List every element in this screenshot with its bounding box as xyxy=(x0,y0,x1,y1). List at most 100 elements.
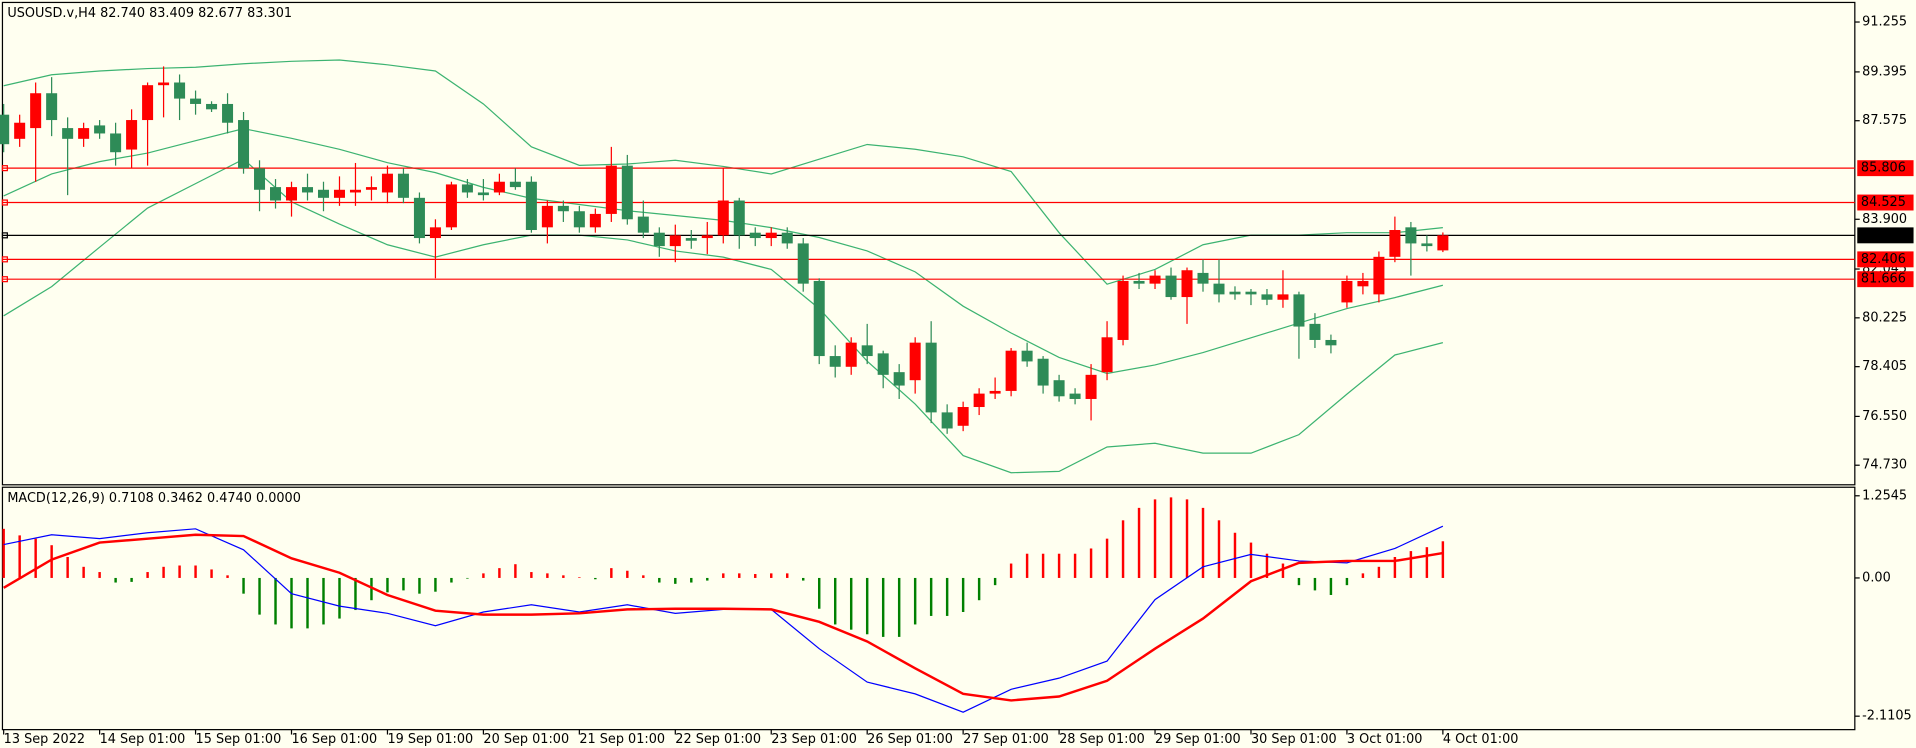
candle-body xyxy=(301,187,314,193)
candle-body xyxy=(1277,294,1289,300)
candle-body xyxy=(413,197,425,239)
candle-body xyxy=(1005,350,1017,391)
candle-body xyxy=(861,345,873,357)
candle-body xyxy=(222,103,234,123)
x-tick-label: 21 Sep 01:00 xyxy=(579,732,665,747)
candle-body xyxy=(621,165,633,220)
candle-body xyxy=(1341,280,1353,303)
candle-body xyxy=(1085,374,1097,399)
candle-body xyxy=(541,205,553,228)
candle-body xyxy=(142,85,154,121)
x-tick-label: 3 Oct 01:00 xyxy=(1347,732,1423,747)
candle-body xyxy=(1165,275,1177,298)
candle-body xyxy=(1389,230,1401,257)
candle-body xyxy=(1229,291,1241,295)
candle-body xyxy=(877,353,889,375)
x-tick-label: 22 Sep 01:00 xyxy=(675,732,761,747)
candle-body xyxy=(957,407,969,426)
candle-body xyxy=(254,168,266,190)
candle-body xyxy=(349,189,361,193)
level-label: 85.806 xyxy=(1861,161,1906,176)
candle-body xyxy=(30,93,42,129)
candle-body xyxy=(749,232,761,239)
candle-body xyxy=(1181,270,1193,298)
candle-body xyxy=(206,103,218,110)
candle-body xyxy=(733,200,745,236)
candle-body xyxy=(1325,339,1337,346)
candle-body xyxy=(1053,380,1065,397)
macd-panel-frame xyxy=(1,486,1856,731)
candle-body xyxy=(493,181,505,193)
price-panel-frame xyxy=(1,1,1856,486)
candle-body xyxy=(429,227,441,239)
candle-body xyxy=(989,390,1001,394)
candle-body xyxy=(126,120,138,150)
candle-body xyxy=(1357,280,1369,287)
y-tick-label: 91.255 xyxy=(1862,15,1907,30)
x-tick-label: 4 Oct 01:00 xyxy=(1443,732,1519,747)
y-tick-label: 80.225 xyxy=(1862,310,1907,325)
candle-body xyxy=(397,173,409,198)
y-tick-label: 87.575 xyxy=(1862,113,1907,128)
level-label-box xyxy=(1857,160,1914,177)
candle-body xyxy=(0,114,10,145)
candle-body xyxy=(1261,294,1273,300)
y-tick-label: 76.550 xyxy=(1862,409,1907,424)
candle-body xyxy=(461,184,473,193)
level-label-box xyxy=(1857,251,1914,268)
candle-body xyxy=(925,342,937,413)
candle-body xyxy=(1069,393,1081,399)
macd-line xyxy=(3,533,1444,702)
candle-body xyxy=(333,189,345,198)
x-tick-label: 13 Sep 2022 xyxy=(4,732,85,747)
x-tick-label: 30 Sep 01:00 xyxy=(1251,732,1337,747)
candle-body xyxy=(1101,337,1113,373)
candle-body xyxy=(286,187,298,201)
candle-body xyxy=(797,243,809,284)
candle-body xyxy=(1245,291,1257,295)
candle-body xyxy=(1213,283,1225,295)
candle-body xyxy=(1437,235,1449,251)
candle-body xyxy=(573,211,585,228)
candle-body xyxy=(62,128,74,139)
candle-body xyxy=(1021,350,1033,362)
candle-body xyxy=(174,82,186,99)
candle-body xyxy=(685,238,697,241)
candle-body xyxy=(158,82,170,86)
level-label-box xyxy=(1857,271,1914,288)
y-tick-label: 89.395 xyxy=(1862,64,1907,79)
candle-body xyxy=(1133,280,1145,284)
candle-body xyxy=(1405,227,1417,244)
candle-body xyxy=(893,372,905,386)
candle-body xyxy=(845,342,857,367)
y-tick-label: 1.2545 xyxy=(1862,488,1907,503)
candle-body xyxy=(717,200,729,236)
candle-body xyxy=(605,165,617,214)
macd-title: MACD(12,26,9) 0.7108 0.3462 0.4740 0.000… xyxy=(7,491,301,506)
candle-body xyxy=(317,189,329,198)
candle-body xyxy=(110,133,122,153)
candle-body xyxy=(1309,323,1321,340)
candle-body xyxy=(1037,358,1049,386)
x-tick-label: 29 Sep 01:00 xyxy=(1155,732,1241,747)
y-tick-label: 74.730 xyxy=(1862,458,1907,473)
level-marker xyxy=(1,232,8,239)
x-tick-label: 19 Sep 01:00 xyxy=(387,732,473,747)
y-tick-label: 83.900 xyxy=(1862,212,1907,227)
candle-body xyxy=(1421,243,1433,247)
candle-body xyxy=(1293,294,1305,327)
x-tick-label: 27 Sep 01:00 xyxy=(963,732,1049,747)
candle-body xyxy=(525,181,537,231)
level-label-box xyxy=(1857,227,1914,244)
candle-body xyxy=(270,187,282,201)
candle-body xyxy=(589,213,601,228)
candle-body xyxy=(94,125,106,134)
candle-body xyxy=(445,184,457,228)
level-label: 82.406 xyxy=(1861,252,1906,267)
x-tick-label: 16 Sep 01:00 xyxy=(292,732,378,747)
candle-body xyxy=(941,412,953,429)
candle-body xyxy=(477,192,489,196)
